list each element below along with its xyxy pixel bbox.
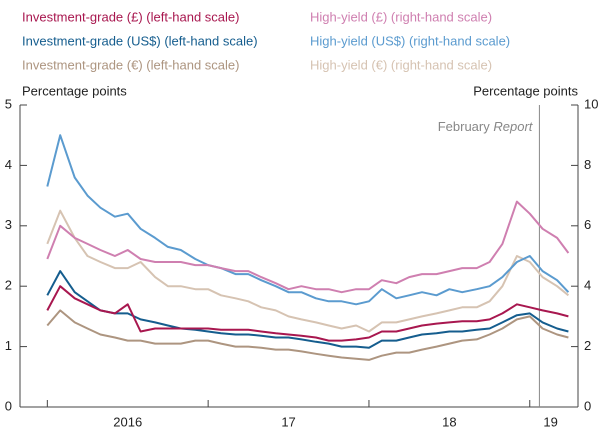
legend-entry: High-yield (€) (right-hand scale) bbox=[310, 57, 492, 72]
legend-entry: High-yield (£) (right-hand scale) bbox=[310, 9, 492, 24]
series-line bbox=[46, 309, 569, 361]
legend-entry: High-yield (US$) (right-hand scale) bbox=[310, 33, 510, 48]
annotation-word: February bbox=[438, 119, 491, 134]
x-tick-label: 18 bbox=[442, 414, 456, 429]
x-tick-label: 2016 bbox=[113, 414, 142, 429]
y-tick-label: 5 bbox=[5, 96, 12, 111]
y-tick-label: 3 bbox=[5, 217, 12, 232]
y2-tick-label: 2 bbox=[584, 338, 591, 353]
series-line bbox=[46, 209, 570, 333]
annotation-word: Report bbox=[493, 119, 533, 134]
y2-axis-label: Percentage points bbox=[473, 83, 578, 98]
legend-entry: Investment-grade (US$) (left-hand scale) bbox=[22, 33, 258, 48]
x-tick-label: 19 bbox=[543, 414, 557, 429]
series-line bbox=[46, 285, 569, 342]
y-tick-label: 2 bbox=[5, 278, 12, 293]
y-tick-label: 1 bbox=[5, 338, 12, 353]
x-tick-label: 17 bbox=[281, 414, 295, 429]
annotation-text: February Report bbox=[438, 119, 534, 134]
y2-tick-label: 4 bbox=[584, 278, 591, 293]
y-tick-label: 4 bbox=[5, 157, 12, 172]
y-tick-label: 0 bbox=[5, 398, 12, 413]
legend-entry: Investment-grade (€) (left-hand scale) bbox=[22, 57, 239, 72]
y-axis-label: Percentage points bbox=[22, 83, 127, 98]
series-line bbox=[46, 134, 570, 306]
y2-tick-label: 8 bbox=[584, 157, 591, 172]
y2-tick-label: 6 bbox=[584, 217, 591, 232]
y2-tick-label: 10 bbox=[584, 96, 598, 111]
series-line bbox=[46, 200, 570, 294]
legend-entry: Investment-grade (£) (left-hand scale) bbox=[22, 9, 239, 24]
y2-tick-label: 0 bbox=[584, 398, 591, 413]
